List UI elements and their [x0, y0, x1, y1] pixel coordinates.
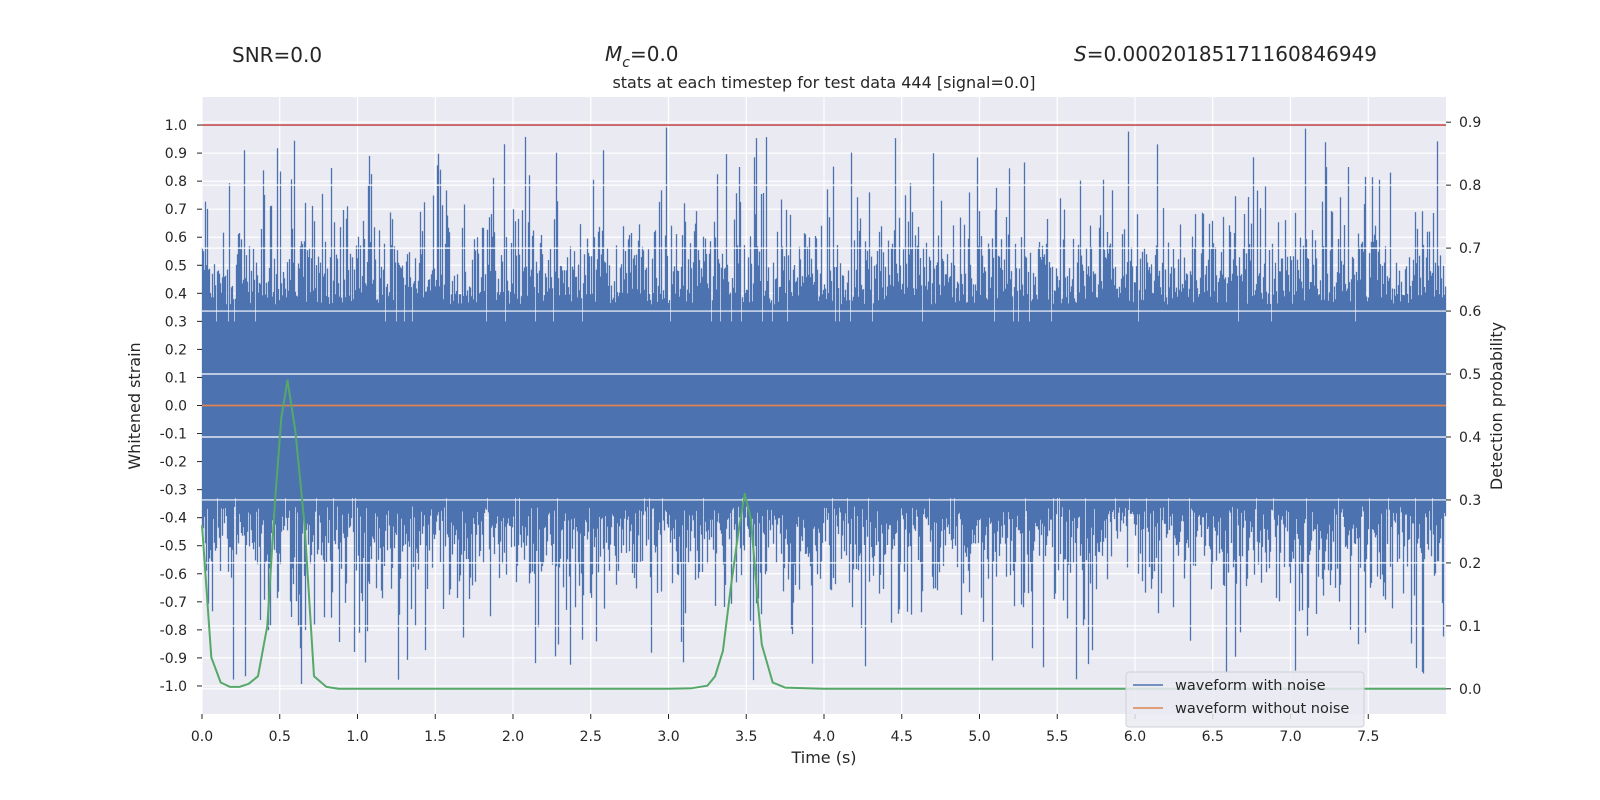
right-tick-label: 0.5 — [1459, 367, 1481, 383]
y-tick-label: -0.3 — [160, 483, 187, 499]
right-axis-ticks: 0.9 0.8 0.7 0.6 0.5 0.4 0.3 0.2 0.1 0.0 — [1446, 115, 1481, 698]
legend: waveform with noise waveform without noi… — [1125, 671, 1365, 728]
y-tick-label: -0.6 — [160, 567, 187, 583]
snr-label: SNR=0.0 — [232, 43, 322, 67]
x-tick-label: 6.5 — [1202, 729, 1224, 745]
right-tick-label: 0.3 — [1459, 493, 1481, 509]
y-axis-ticks: 1.0 0.9 0.8 0.7 0.6 0.5 0.4 0.3 0.2 0.1 0.0 -0.1 -0.… — [160, 118, 202, 695]
chirp-mass-label: Mc=0.0 — [605, 42, 679, 71]
s-stat-label: S=0.00020185171160846949 — [1074, 42, 1377, 66]
y-tick-label: -0.5 — [160, 539, 187, 555]
x-tick-label: 4.0 — [813, 729, 835, 745]
x-axis-label: Time (s) — [790, 748, 856, 767]
noise-trace — [201, 127, 1447, 684]
chirp-mass-subscript: c — [622, 55, 630, 71]
y-tick-label: 0.1 — [165, 370, 187, 386]
y-tick-label: -0.9 — [160, 651, 187, 667]
legend-label-noise: waveform with noise — [1175, 678, 1326, 694]
y-tick-label: 0.8 — [165, 174, 187, 190]
x-tick-label: 2.5 — [580, 729, 602, 745]
y-tick-label: -0.1 — [160, 427, 187, 443]
y-tick-label: 0.2 — [165, 342, 187, 358]
s-stat-symbol: S — [1074, 42, 1087, 66]
chart-title: stats at each timestep for test data 444… — [612, 73, 1035, 92]
right-tick-label: 0.2 — [1459, 556, 1481, 572]
x-tick-label: 0.5 — [269, 729, 291, 745]
y-tick-label: -0.2 — [160, 455, 187, 471]
x-tick-label: 4.5 — [891, 729, 913, 745]
x-tick-label: 7.0 — [1279, 729, 1301, 745]
x-tick-label: 5.0 — [968, 729, 990, 745]
s-stat-value: =0.00020185171160846949 — [1087, 42, 1377, 66]
right-tick-label: 0.0 — [1459, 682, 1481, 698]
y-tick-label: -0.8 — [160, 623, 187, 639]
x-tick-label: 2.0 — [502, 729, 524, 745]
right-tick-label: 0.7 — [1459, 241, 1481, 257]
y-tick-label: 0.6 — [165, 230, 187, 246]
chirp-mass-symbol: M — [605, 42, 622, 66]
y-tick-label: 0.7 — [165, 202, 187, 218]
chirp-mass-value: =0.0 — [630, 42, 679, 66]
x-tick-label: 7.5 — [1357, 729, 1379, 745]
right-axis-label: Detection probability — [1487, 322, 1506, 490]
y-axis-label: Whitened strain — [125, 342, 144, 469]
x-axis-ticks: 0.0 0.5 1.0 1.5 2.0 2.5 3.0 3.5 4.0 4.5 5.0 5.5 6.0 6… — [191, 714, 1379, 745]
y-tick-label: -1.0 — [160, 679, 187, 695]
y-tick-label: 0.9 — [165, 146, 187, 162]
y-tick-label: 0.4 — [165, 286, 187, 302]
x-tick-label: 3.5 — [735, 729, 757, 745]
right-tick-label: 0.8 — [1459, 178, 1481, 194]
x-tick-label: 3.0 — [657, 729, 679, 745]
legend-label-clean: waveform without noise — [1175, 701, 1349, 717]
legend-box — [1125, 671, 1365, 728]
x-tick-label: 1.0 — [346, 729, 368, 745]
series-detection-probability — [201, 379, 1446, 690]
right-tick-label: 0.6 — [1459, 304, 1481, 320]
y-tick-label: 0.0 — [165, 399, 187, 415]
x-tick-label: 5.5 — [1046, 729, 1068, 745]
y-tick-label: 0.3 — [165, 314, 187, 330]
right-tick-label: 0.4 — [1459, 430, 1481, 446]
right-tick-label: 0.1 — [1459, 619, 1481, 635]
y-tick-label: 0.5 — [165, 258, 187, 274]
x-tick-label: 0.0 — [191, 729, 213, 745]
x-tick-label: 1.5 — [424, 729, 446, 745]
right-tick-label: 0.9 — [1459, 115, 1481, 131]
y-tick-label: 1.0 — [165, 118, 187, 134]
series-waveform-with-noise — [201, 127, 1447, 684]
y-tick-label: -0.4 — [160, 511, 187, 527]
y-tick-label: -0.7 — [160, 595, 187, 611]
x-tick-label: 6.0 — [1124, 729, 1146, 745]
